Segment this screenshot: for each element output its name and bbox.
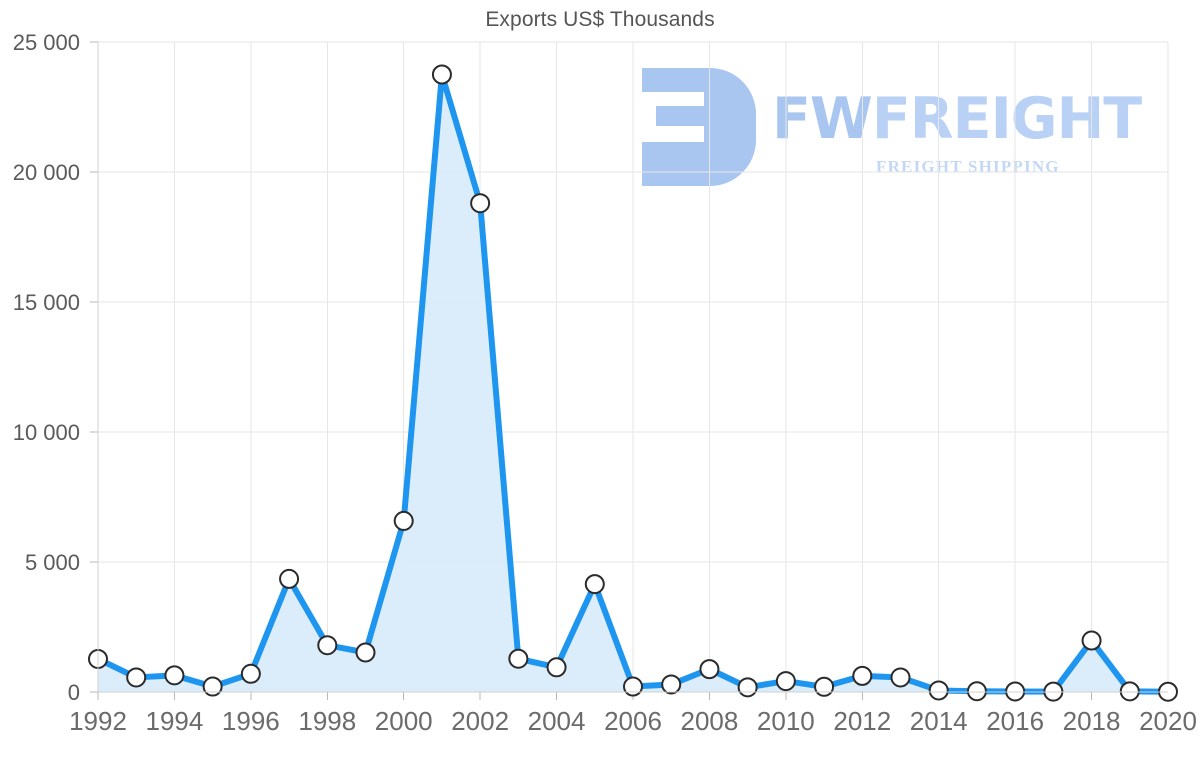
x-tick-label: 2010 [757, 706, 815, 736]
data-point-marker[interactable] [737, 677, 758, 698]
axis-lines [97, 42, 1168, 693]
data-point-marker[interactable] [240, 663, 261, 684]
data-point-marker[interactable] [584, 574, 605, 595]
data-point-marker[interactable] [279, 568, 300, 589]
data-point-marker[interactable] [355, 642, 376, 663]
data-point-marker[interactable] [431, 64, 452, 85]
x-tick-label: 1992 [69, 706, 127, 736]
data-point-marker[interactable] [1005, 681, 1026, 702]
x-tick-label: 1996 [222, 706, 280, 736]
x-tick-label: 2004 [528, 706, 586, 736]
data-point-marker[interactable] [623, 676, 643, 697]
x-tick-label: 2014 [910, 706, 968, 736]
y-tick-label: 15 000 [13, 290, 80, 315]
data-point-marker[interactable] [202, 676, 223, 697]
data-point-marker[interactable] [508, 648, 529, 669]
x-tick-label: 2006 [604, 706, 662, 736]
x-tick-label: 2016 [986, 706, 1044, 736]
data-point-marker[interactable] [470, 193, 491, 214]
x-tick-label: 1998 [298, 706, 356, 736]
y-tick-label: 0 [68, 680, 80, 705]
y-tick-label: 20 000 [13, 160, 80, 185]
y-tick-label: 10 000 [13, 420, 80, 445]
x-tick-label: 2008 [681, 706, 739, 736]
x-tick-label: 2002 [451, 706, 509, 736]
data-point-marker[interactable] [661, 674, 682, 695]
chart-title: Exports US$ Thousands [485, 8, 715, 31]
data-point-marker[interactable] [775, 671, 796, 692]
data-point-marker[interactable] [890, 667, 911, 688]
y-gridlines [90, 41, 1168, 693]
y-tick-labels: 0 5 000 10 000 15 000 20 000 25 000 [13, 30, 80, 705]
x-tick-label: 2012 [833, 706, 891, 736]
data-point-marker[interactable] [928, 680, 949, 701]
y-tick-label: 5 000 [25, 550, 80, 575]
data-point-marker[interactable] [164, 665, 185, 686]
data-point-marker[interactable] [126, 667, 147, 688]
data-point-marker[interactable] [393, 510, 414, 531]
x-gridlines [97, 42, 1169, 700]
data-point-marker[interactable] [966, 681, 987, 702]
data-point-marker[interactable] [814, 676, 835, 697]
data-point-marker[interactable] [546, 657, 567, 678]
x-tick-label: 2020 [1139, 706, 1197, 736]
data-point-marker[interactable] [317, 635, 338, 656]
data-point-marker[interactable] [1081, 630, 1102, 651]
data-point-marker[interactable] [852, 665, 873, 686]
data-point-marker[interactable] [699, 659, 720, 680]
x-tick-labels: 1992 1994 1996 1998 2000 2002 2004 2006 2008 2010… [69, 706, 1197, 736]
data-point-marker[interactable] [1119, 681, 1140, 702]
series-markers [88, 64, 1178, 702]
x-tick-label: 2018 [1063, 706, 1121, 736]
y-tick-label: 25 000 [13, 30, 80, 55]
x-tick-label: 1994 [146, 706, 204, 736]
x-tick-label: 2000 [375, 706, 433, 736]
